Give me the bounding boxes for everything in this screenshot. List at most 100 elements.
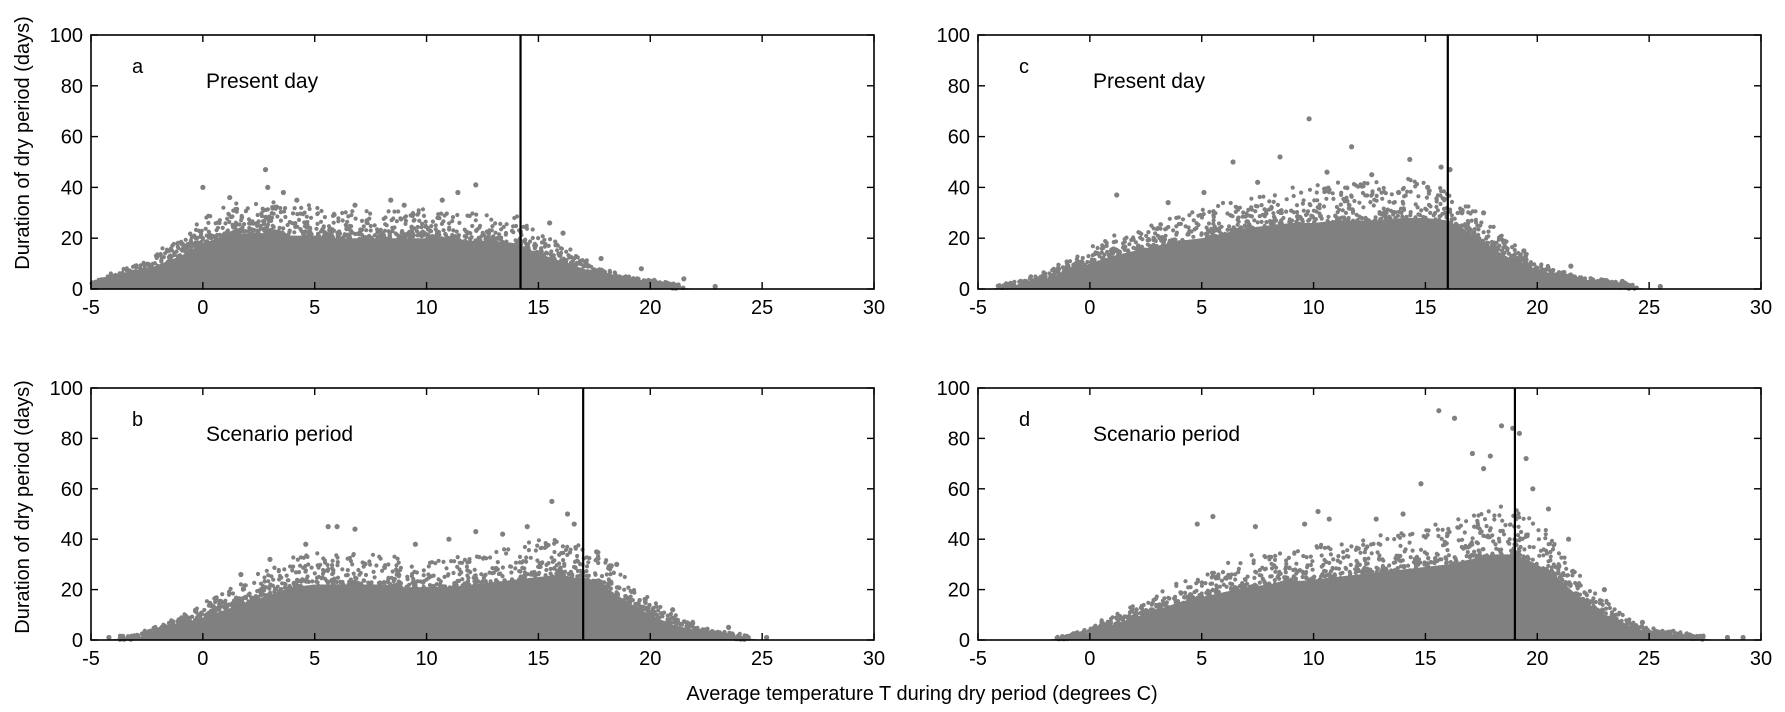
scatter-point bbox=[662, 620, 667, 626]
scatter-point bbox=[1407, 540, 1412, 545]
scatter-point bbox=[1194, 581, 1199, 586]
data-point bbox=[1469, 450, 1476, 457]
scatter-point bbox=[266, 573, 271, 578]
scatter-point bbox=[1510, 245, 1515, 250]
scatter-point bbox=[1527, 544, 1532, 550]
scatter-point bbox=[1476, 227, 1481, 232]
scatter-point bbox=[439, 221, 444, 226]
scatter-point bbox=[1226, 572, 1231, 578]
scatter-point bbox=[145, 262, 150, 267]
scatter-point bbox=[1303, 212, 1309, 218]
scatter-point bbox=[557, 566, 562, 571]
y-tick-label: 40 bbox=[948, 177, 970, 199]
scatter-point bbox=[315, 551, 320, 556]
scatter-point bbox=[242, 222, 247, 227]
data-point bbox=[401, 202, 407, 208]
scatter-point bbox=[340, 218, 345, 223]
scatter-point bbox=[1516, 511, 1521, 516]
scatter-point bbox=[335, 555, 340, 560]
scatter-point bbox=[164, 247, 170, 252]
scatter-point bbox=[1419, 208, 1424, 213]
scatter-point bbox=[431, 573, 436, 578]
scatter-point bbox=[1289, 208, 1294, 213]
x-tick-label: -5 bbox=[82, 648, 100, 670]
scatter-point bbox=[575, 553, 580, 559]
scatter-point bbox=[1249, 584, 1254, 589]
x-axis-title: Average temperature T during dry period … bbox=[686, 683, 1157, 705]
scatter-point bbox=[523, 237, 528, 242]
scatter-point bbox=[241, 229, 246, 234]
scatter-point bbox=[261, 208, 266, 213]
scatter-point bbox=[1393, 560, 1398, 565]
scatter-point bbox=[1300, 574, 1305, 580]
scatter-point bbox=[594, 268, 599, 273]
scatter-point bbox=[1259, 203, 1264, 208]
scatter-point bbox=[1154, 243, 1159, 249]
scatter-point bbox=[1128, 605, 1133, 610]
scatter-point bbox=[312, 571, 317, 576]
scatter-point bbox=[321, 556, 326, 561]
scatter-point bbox=[1476, 523, 1481, 528]
scatter-point bbox=[1571, 279, 1576, 284]
scatter-point bbox=[1201, 212, 1206, 217]
scatter-point bbox=[561, 558, 566, 563]
scatter-point bbox=[517, 577, 522, 582]
x-tick-label: 0 bbox=[1084, 648, 1095, 670]
scatter-point bbox=[1345, 199, 1350, 204]
scatter-point bbox=[1558, 274, 1563, 279]
scatter-point bbox=[535, 543, 540, 548]
scatter-point bbox=[368, 223, 373, 229]
scatter-point bbox=[1263, 566, 1268, 571]
scatter-point bbox=[1400, 187, 1405, 192]
scatter-point bbox=[1236, 566, 1241, 572]
scatter-point bbox=[577, 259, 582, 264]
scatter-point bbox=[1243, 224, 1248, 229]
scatter-point bbox=[401, 231, 406, 236]
point-cloud-fringe bbox=[995, 176, 1639, 291]
scatter-point bbox=[1287, 565, 1292, 570]
scatter-point bbox=[249, 595, 254, 600]
scatter-point bbox=[1375, 550, 1380, 555]
scatter-point bbox=[343, 233, 348, 238]
scatter-point bbox=[1125, 248, 1130, 253]
scatter-point bbox=[367, 559, 372, 564]
scatter-point bbox=[602, 580, 607, 585]
scatter-point bbox=[371, 569, 376, 575]
scatter-point bbox=[1305, 209, 1311, 214]
scatter-point bbox=[277, 588, 283, 593]
scatter-point bbox=[636, 281, 641, 286]
scatter-point bbox=[1249, 207, 1254, 212]
scatter-point bbox=[319, 229, 324, 234]
x-tick-label: 10 bbox=[415, 297, 437, 319]
scatter-point bbox=[1138, 610, 1143, 616]
scatter-point bbox=[1294, 580, 1299, 585]
scatter-point bbox=[1128, 609, 1133, 614]
panel-letter: d bbox=[1019, 409, 1030, 431]
scatter-point bbox=[1271, 199, 1276, 204]
scatter-point bbox=[483, 572, 488, 577]
scatter-point bbox=[1587, 589, 1592, 594]
scatter-point bbox=[1448, 207, 1453, 212]
scatter-point bbox=[1124, 235, 1129, 240]
x-tick-label: 25 bbox=[751, 297, 773, 319]
y-tick-label: 0 bbox=[959, 630, 970, 652]
scatter-point bbox=[203, 239, 208, 244]
scatter-point bbox=[1167, 216, 1172, 221]
data-point bbox=[1315, 508, 1321, 515]
scatter-point bbox=[163, 251, 168, 256]
scatter-point bbox=[447, 221, 452, 226]
scatter-point bbox=[1521, 516, 1526, 521]
scatter-point bbox=[465, 568, 470, 573]
scatter-point bbox=[1522, 547, 1527, 552]
y-tick-label: 20 bbox=[61, 580, 83, 602]
scatter-point bbox=[405, 231, 410, 236]
scatter-point bbox=[1190, 595, 1195, 600]
scatter-point bbox=[1267, 219, 1273, 224]
scatter-point bbox=[441, 559, 446, 565]
scatter-point bbox=[262, 585, 267, 590]
scatter-point bbox=[271, 577, 276, 582]
scatter-point bbox=[530, 235, 535, 241]
scatter-point bbox=[487, 237, 492, 242]
scatter-point bbox=[570, 258, 576, 264]
scatter-point bbox=[1466, 210, 1471, 215]
